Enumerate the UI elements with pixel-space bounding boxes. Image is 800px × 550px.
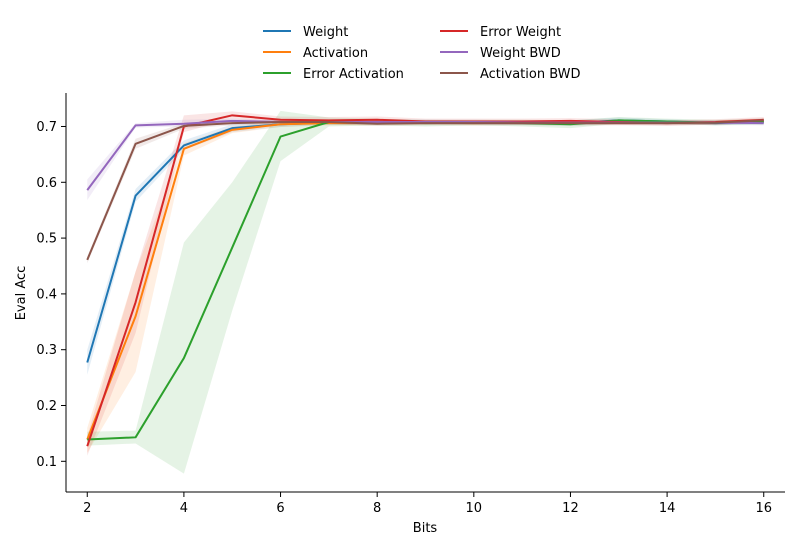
legend-label: Weight BWD — [480, 46, 561, 61]
x-tick-label: 16 — [755, 501, 772, 516]
y-tick-label: 0.1 — [36, 455, 57, 470]
legend-item-weight: Weight — [263, 25, 348, 40]
y-axis-label: Eval Acc — [14, 266, 29, 321]
y-tick-label: 0.7 — [36, 120, 57, 135]
legend-label: Activation — [303, 46, 368, 61]
x-ticks: 2 4 6 8 10 12 14 16 — [83, 492, 772, 516]
x-axis-label: Bits — [413, 521, 438, 536]
confidence-bands — [87, 110, 764, 474]
legend-item-error-weight: Error Weight — [440, 25, 561, 40]
y-tick-label: 0.6 — [36, 176, 57, 191]
x-tick-label: 4 — [180, 501, 188, 516]
legend-item-error-activation: Error Activation — [263, 67, 404, 82]
activation-bwd-band — [87, 118, 764, 264]
x-tick-label: 12 — [562, 501, 579, 516]
y-tick-label: 0.5 — [36, 232, 57, 247]
x-tick-label: 10 — [466, 501, 483, 516]
legend-item-weight-bwd: Weight BWD — [440, 46, 561, 61]
legend-item-activation: Activation — [263, 46, 368, 61]
axes — [65, 93, 785, 493]
y-ticks: 0.1 0.2 0.3 0.4 0.5 0.6 0.7 — [36, 120, 66, 470]
legend: Weight Activation Error Activation Error We… — [263, 25, 581, 82]
x-tick-label: 14 — [659, 501, 676, 516]
x-tick-label: 2 — [83, 501, 91, 516]
weight-bwd-line — [86, 119, 764, 191]
series-lines — [86, 114, 764, 447]
x-tick-label: 8 — [373, 501, 381, 516]
x-tick-label: 6 — [276, 501, 284, 516]
activation-bwd-line — [86, 119, 764, 261]
y-tick-label: 0.2 — [36, 399, 57, 414]
legend-label: Error Activation — [303, 67, 404, 82]
legend-label: Weight — [303, 25, 348, 40]
legend-label: Activation BWD — [480, 67, 581, 82]
error-activation-band — [87, 110, 764, 474]
legend-label: Error Weight — [480, 25, 561, 40]
y-tick-label: 0.3 — [36, 343, 57, 358]
legend-item-activation-bwd: Activation BWD — [440, 67, 581, 82]
weight-bwd-band — [87, 118, 764, 201]
y-tick-label: 0.4 — [36, 287, 57, 302]
